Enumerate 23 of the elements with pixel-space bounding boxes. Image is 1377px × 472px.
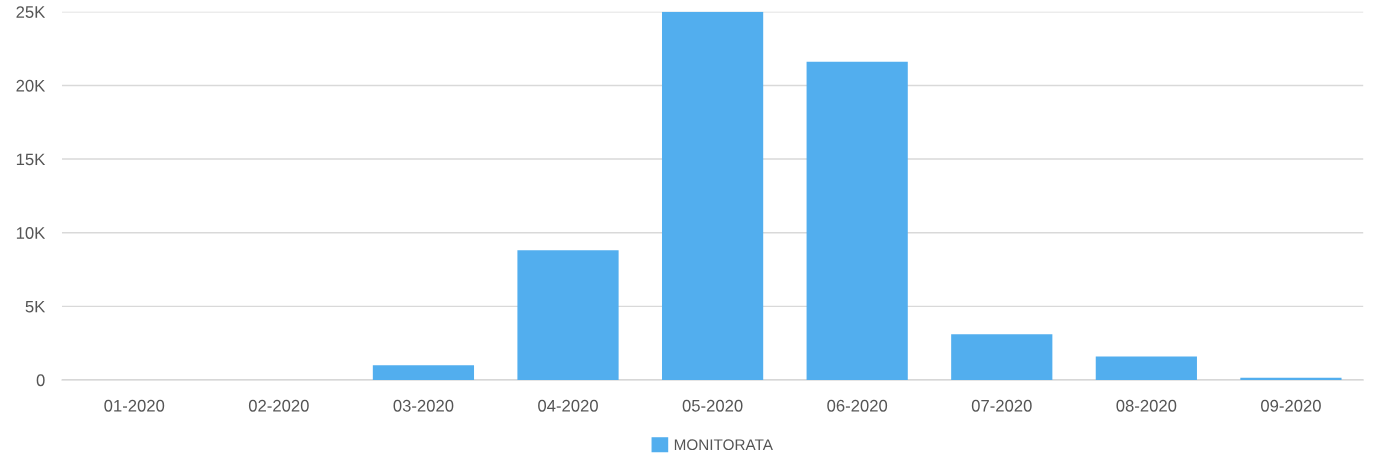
x-tick-label: 02-2020 (248, 399, 309, 412)
bar (517, 250, 619, 380)
y-tick-label: 0 (36, 374, 45, 387)
bar (372, 365, 475, 380)
bar (806, 61, 908, 380)
x-tick-label: 03-2020 (393, 399, 454, 412)
x-tick-label: 01-2020 (104, 399, 165, 412)
x-tick-label: 08-2020 (1116, 399, 1177, 412)
legend-label: MONITORATA (674, 439, 773, 451)
bar (661, 11, 764, 380)
x-tick-label: 07-2020 (971, 399, 1032, 412)
x-tick-label: 09-2020 (1261, 399, 1321, 412)
x-tick-label: 06-2020 (827, 399, 888, 412)
bar (1095, 356, 1197, 380)
bar (1240, 377, 1342, 380)
x-tick-label: 05-2020 (682, 399, 743, 412)
y-tick-label: 15K (16, 153, 46, 166)
y-tick-label: 10K (16, 227, 46, 239)
y-tick-label: 25K (16, 6, 46, 18)
bar (951, 334, 1053, 380)
y-tick-label: 5K (25, 300, 46, 313)
x-tick-label: 04-2020 (538, 399, 598, 412)
y-tick-label: 20K (16, 79, 46, 92)
